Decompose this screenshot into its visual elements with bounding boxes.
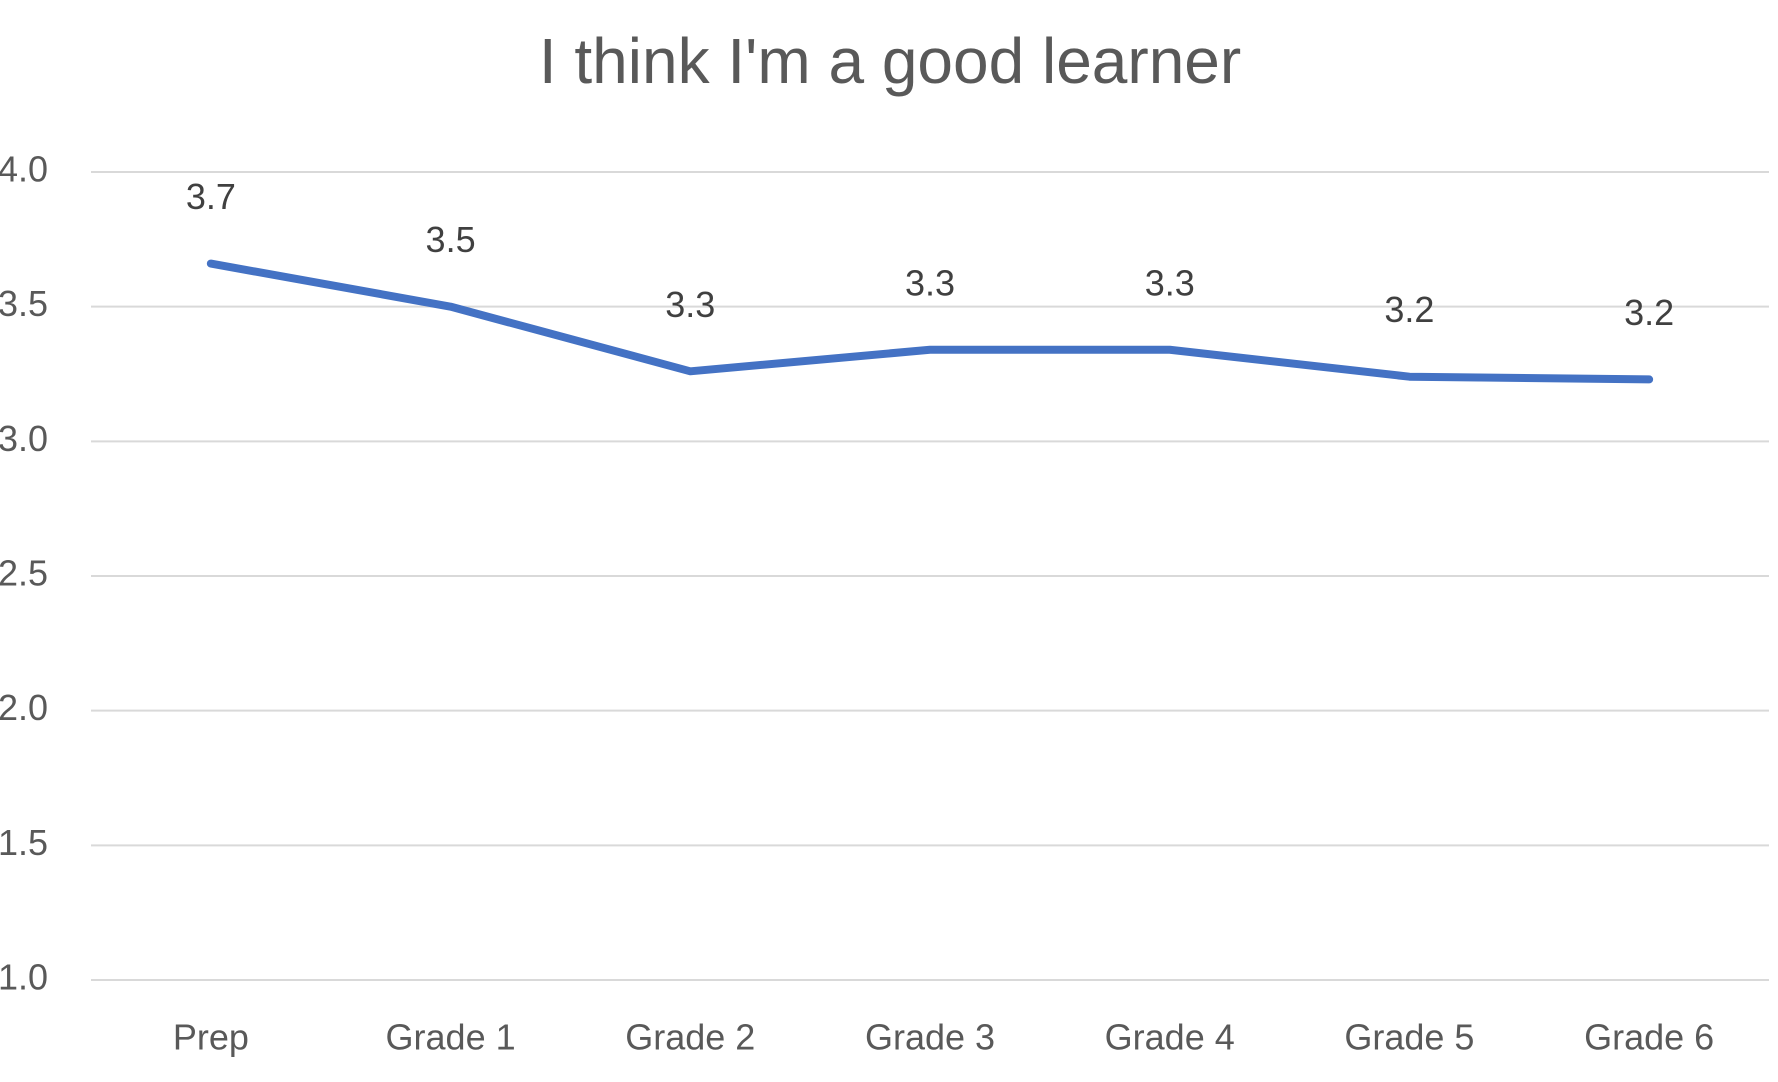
data-label: 3.3 (905, 262, 955, 303)
data-label: 3.3 (1145, 262, 1195, 303)
data-label: 3.5 (426, 219, 476, 260)
data-label: 3.2 (1384, 289, 1434, 330)
y-tick-label: 1.5 (0, 822, 48, 863)
y-tick-label: 4.0 (0, 149, 48, 190)
y-tick-label: 1.0 (0, 957, 48, 998)
line (206, 259, 1654, 384)
x-tick-label: Grade 4 (1105, 1017, 1235, 1058)
x-tick-label: Grade 5 (1344, 1017, 1474, 1058)
y-tick-label: 3.5 (0, 283, 48, 324)
data-label: 3.7 (186, 176, 236, 217)
y-tick-label: 3.0 (0, 418, 48, 459)
y-tick-label: 2.0 (0, 687, 48, 728)
data-label: 3.2 (1624, 292, 1674, 333)
y-tick-label: 2.5 (0, 553, 48, 594)
chart-title: I think I'm a good learner (539, 25, 1241, 97)
x-tick-label: Grade 6 (1584, 1017, 1714, 1058)
x-tick-label: Grade 1 (386, 1017, 516, 1058)
x-tick-label: Prep (173, 1017, 249, 1058)
x-tick-label: Grade 2 (625, 1017, 755, 1058)
data-label: 3.3 (665, 284, 715, 325)
x-tick-label: Grade 3 (865, 1017, 995, 1058)
